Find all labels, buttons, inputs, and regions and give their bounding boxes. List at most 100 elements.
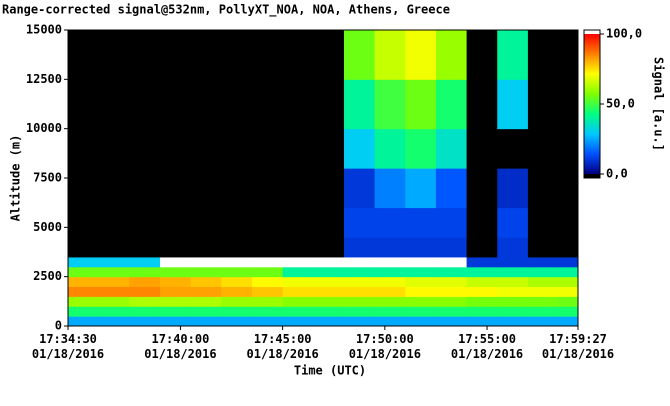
heatmap-cell bbox=[497, 237, 529, 258]
heatmap-cell bbox=[466, 306, 498, 317]
heatmap-cell bbox=[282, 207, 314, 238]
x-tick-label: 17:50:00 01/18/2016 bbox=[348, 332, 421, 361]
heatmap-cell bbox=[343, 296, 376, 307]
heatmap-cell bbox=[129, 286, 161, 297]
heatmap-cell bbox=[282, 316, 314, 327]
heatmap-cell bbox=[129, 276, 161, 288]
heatmap-cell bbox=[497, 79, 529, 130]
heatmap-cell bbox=[129, 168, 161, 209]
heatmap-cell bbox=[405, 296, 437, 307]
heatmap-cell bbox=[405, 30, 437, 80]
heatmap-cell bbox=[68, 306, 100, 317]
heatmap-cell bbox=[190, 168, 222, 209]
heatmap-cell bbox=[98, 128, 130, 169]
heatmap-cell bbox=[159, 30, 192, 80]
heatmap-cell bbox=[405, 256, 437, 268]
heatmap-cell bbox=[435, 306, 468, 317]
heatmap-cell bbox=[558, 316, 579, 327]
heatmap-cell bbox=[221, 79, 253, 130]
heatmap-cell bbox=[251, 316, 284, 327]
heatmap-cell bbox=[466, 237, 498, 258]
heatmap-cell bbox=[558, 306, 579, 317]
heatmap-cell bbox=[282, 306, 314, 317]
heatmap-cell bbox=[558, 207, 579, 238]
heatmap-cell bbox=[374, 286, 406, 297]
heatmap-cell bbox=[159, 237, 192, 258]
heatmap-cell bbox=[282, 266, 314, 278]
heatmap-cell bbox=[221, 256, 253, 268]
heatmap-cell bbox=[435, 296, 468, 307]
heatmap-cell bbox=[129, 306, 161, 317]
heatmap-cell bbox=[343, 276, 376, 288]
x-tick-label: 17:55:00 01/18/2016 bbox=[450, 332, 524, 361]
heatmap-cell bbox=[68, 207, 100, 238]
heatmap-cell bbox=[435, 168, 468, 209]
heatmap-cell bbox=[527, 30, 560, 80]
heatmap-cell bbox=[374, 30, 406, 80]
heatmap-cell bbox=[343, 306, 376, 317]
heatmap-cell bbox=[282, 256, 314, 268]
heatmap-cell bbox=[558, 296, 579, 307]
heatmap-cell bbox=[405, 286, 437, 297]
heatmap-cell bbox=[374, 266, 406, 278]
heatmap-cell bbox=[98, 316, 130, 327]
heatmap-cell bbox=[435, 256, 468, 268]
heatmap-cell bbox=[313, 306, 345, 317]
colorbar-tick-label: 100,0 bbox=[606, 27, 642, 41]
heatmap-cell bbox=[527, 316, 560, 327]
heatmap-cell bbox=[466, 30, 498, 80]
heatmap-cell bbox=[527, 286, 560, 297]
heatmap-cell bbox=[221, 296, 253, 307]
heatmap-cell bbox=[435, 237, 468, 258]
heatmap-cell bbox=[374, 237, 406, 258]
chart-title: Range-corrected signal@532nm, PollyXT_NO… bbox=[2, 3, 450, 18]
heatmap-cell bbox=[497, 207, 529, 238]
heatmap-cell bbox=[374, 168, 406, 209]
heatmap-cell bbox=[527, 79, 560, 130]
heatmap-cell bbox=[221, 266, 253, 278]
heatmap-cell bbox=[405, 168, 437, 209]
heatmap-cell bbox=[558, 286, 579, 297]
heatmap-cell bbox=[68, 266, 100, 278]
heatmap-cell bbox=[159, 316, 192, 327]
heatmap-cell bbox=[527, 306, 560, 317]
heatmap-cell bbox=[282, 79, 314, 130]
heatmap-cell bbox=[221, 306, 253, 317]
heatmap-cell bbox=[313, 79, 345, 130]
heatmap-cell bbox=[466, 168, 498, 209]
heatmap-cell bbox=[282, 286, 314, 297]
heatmap-cell bbox=[251, 256, 284, 268]
heatmap-cell bbox=[466, 256, 498, 268]
heatmap-cell bbox=[98, 79, 130, 130]
heatmap-cell bbox=[374, 296, 406, 307]
heatmap-cell bbox=[68, 168, 100, 209]
heatmap-cell bbox=[527, 237, 560, 258]
heatmap-cell bbox=[129, 316, 161, 327]
heatmap-cell bbox=[497, 128, 529, 169]
heatmap-cell bbox=[190, 276, 222, 288]
heatmap-cell bbox=[68, 237, 100, 258]
heatmap-cell bbox=[527, 207, 560, 238]
heatmap-cell bbox=[98, 237, 130, 258]
heatmap-cell bbox=[98, 266, 130, 278]
heatmap-cell bbox=[251, 30, 284, 80]
heatmap-cell bbox=[527, 168, 560, 209]
heatmap-cell bbox=[466, 286, 498, 297]
heatmap-cell bbox=[221, 207, 253, 238]
heatmap-cell bbox=[466, 79, 498, 130]
heatmap-cell bbox=[527, 276, 560, 288]
heatmap-cell bbox=[68, 296, 100, 307]
heatmap-cell bbox=[374, 316, 406, 327]
heatmap-cell bbox=[221, 168, 253, 209]
heatmap-cell bbox=[558, 128, 579, 169]
heatmap-cell bbox=[405, 306, 437, 317]
heatmap-cell bbox=[466, 128, 498, 169]
heatmap-cell bbox=[435, 286, 468, 297]
heatmap-cell bbox=[159, 207, 192, 238]
heatmap-cell bbox=[405, 79, 437, 130]
heatmap-cell bbox=[221, 286, 253, 297]
heatmap-cell bbox=[68, 316, 100, 327]
heatmap-cell bbox=[343, 128, 376, 169]
heatmap-cell bbox=[497, 296, 529, 307]
